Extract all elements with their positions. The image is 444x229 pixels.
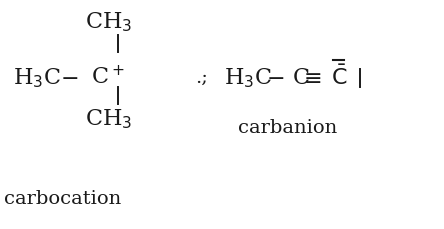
- Text: C: C: [293, 67, 310, 89]
- Text: CH$_3$: CH$_3$: [85, 10, 132, 34]
- Text: H$_3$C: H$_3$C: [224, 66, 272, 90]
- Text: $\equiv$: $\equiv$: [300, 66, 322, 88]
- Text: CH$_3$: CH$_3$: [85, 107, 132, 131]
- Text: carbocation: carbocation: [4, 190, 122, 208]
- Text: $\bar{\mathrm{C}}$: $\bar{\mathrm{C}}$: [331, 66, 347, 90]
- Text: .;: .;: [196, 69, 208, 87]
- Text: H$_3$C: H$_3$C: [13, 66, 61, 90]
- Text: $-$: $-$: [266, 66, 285, 88]
- Text: carbanion: carbanion: [238, 119, 337, 137]
- Text: C$^+$: C$^+$: [91, 66, 125, 90]
- Text: $-$: $-$: [59, 66, 78, 88]
